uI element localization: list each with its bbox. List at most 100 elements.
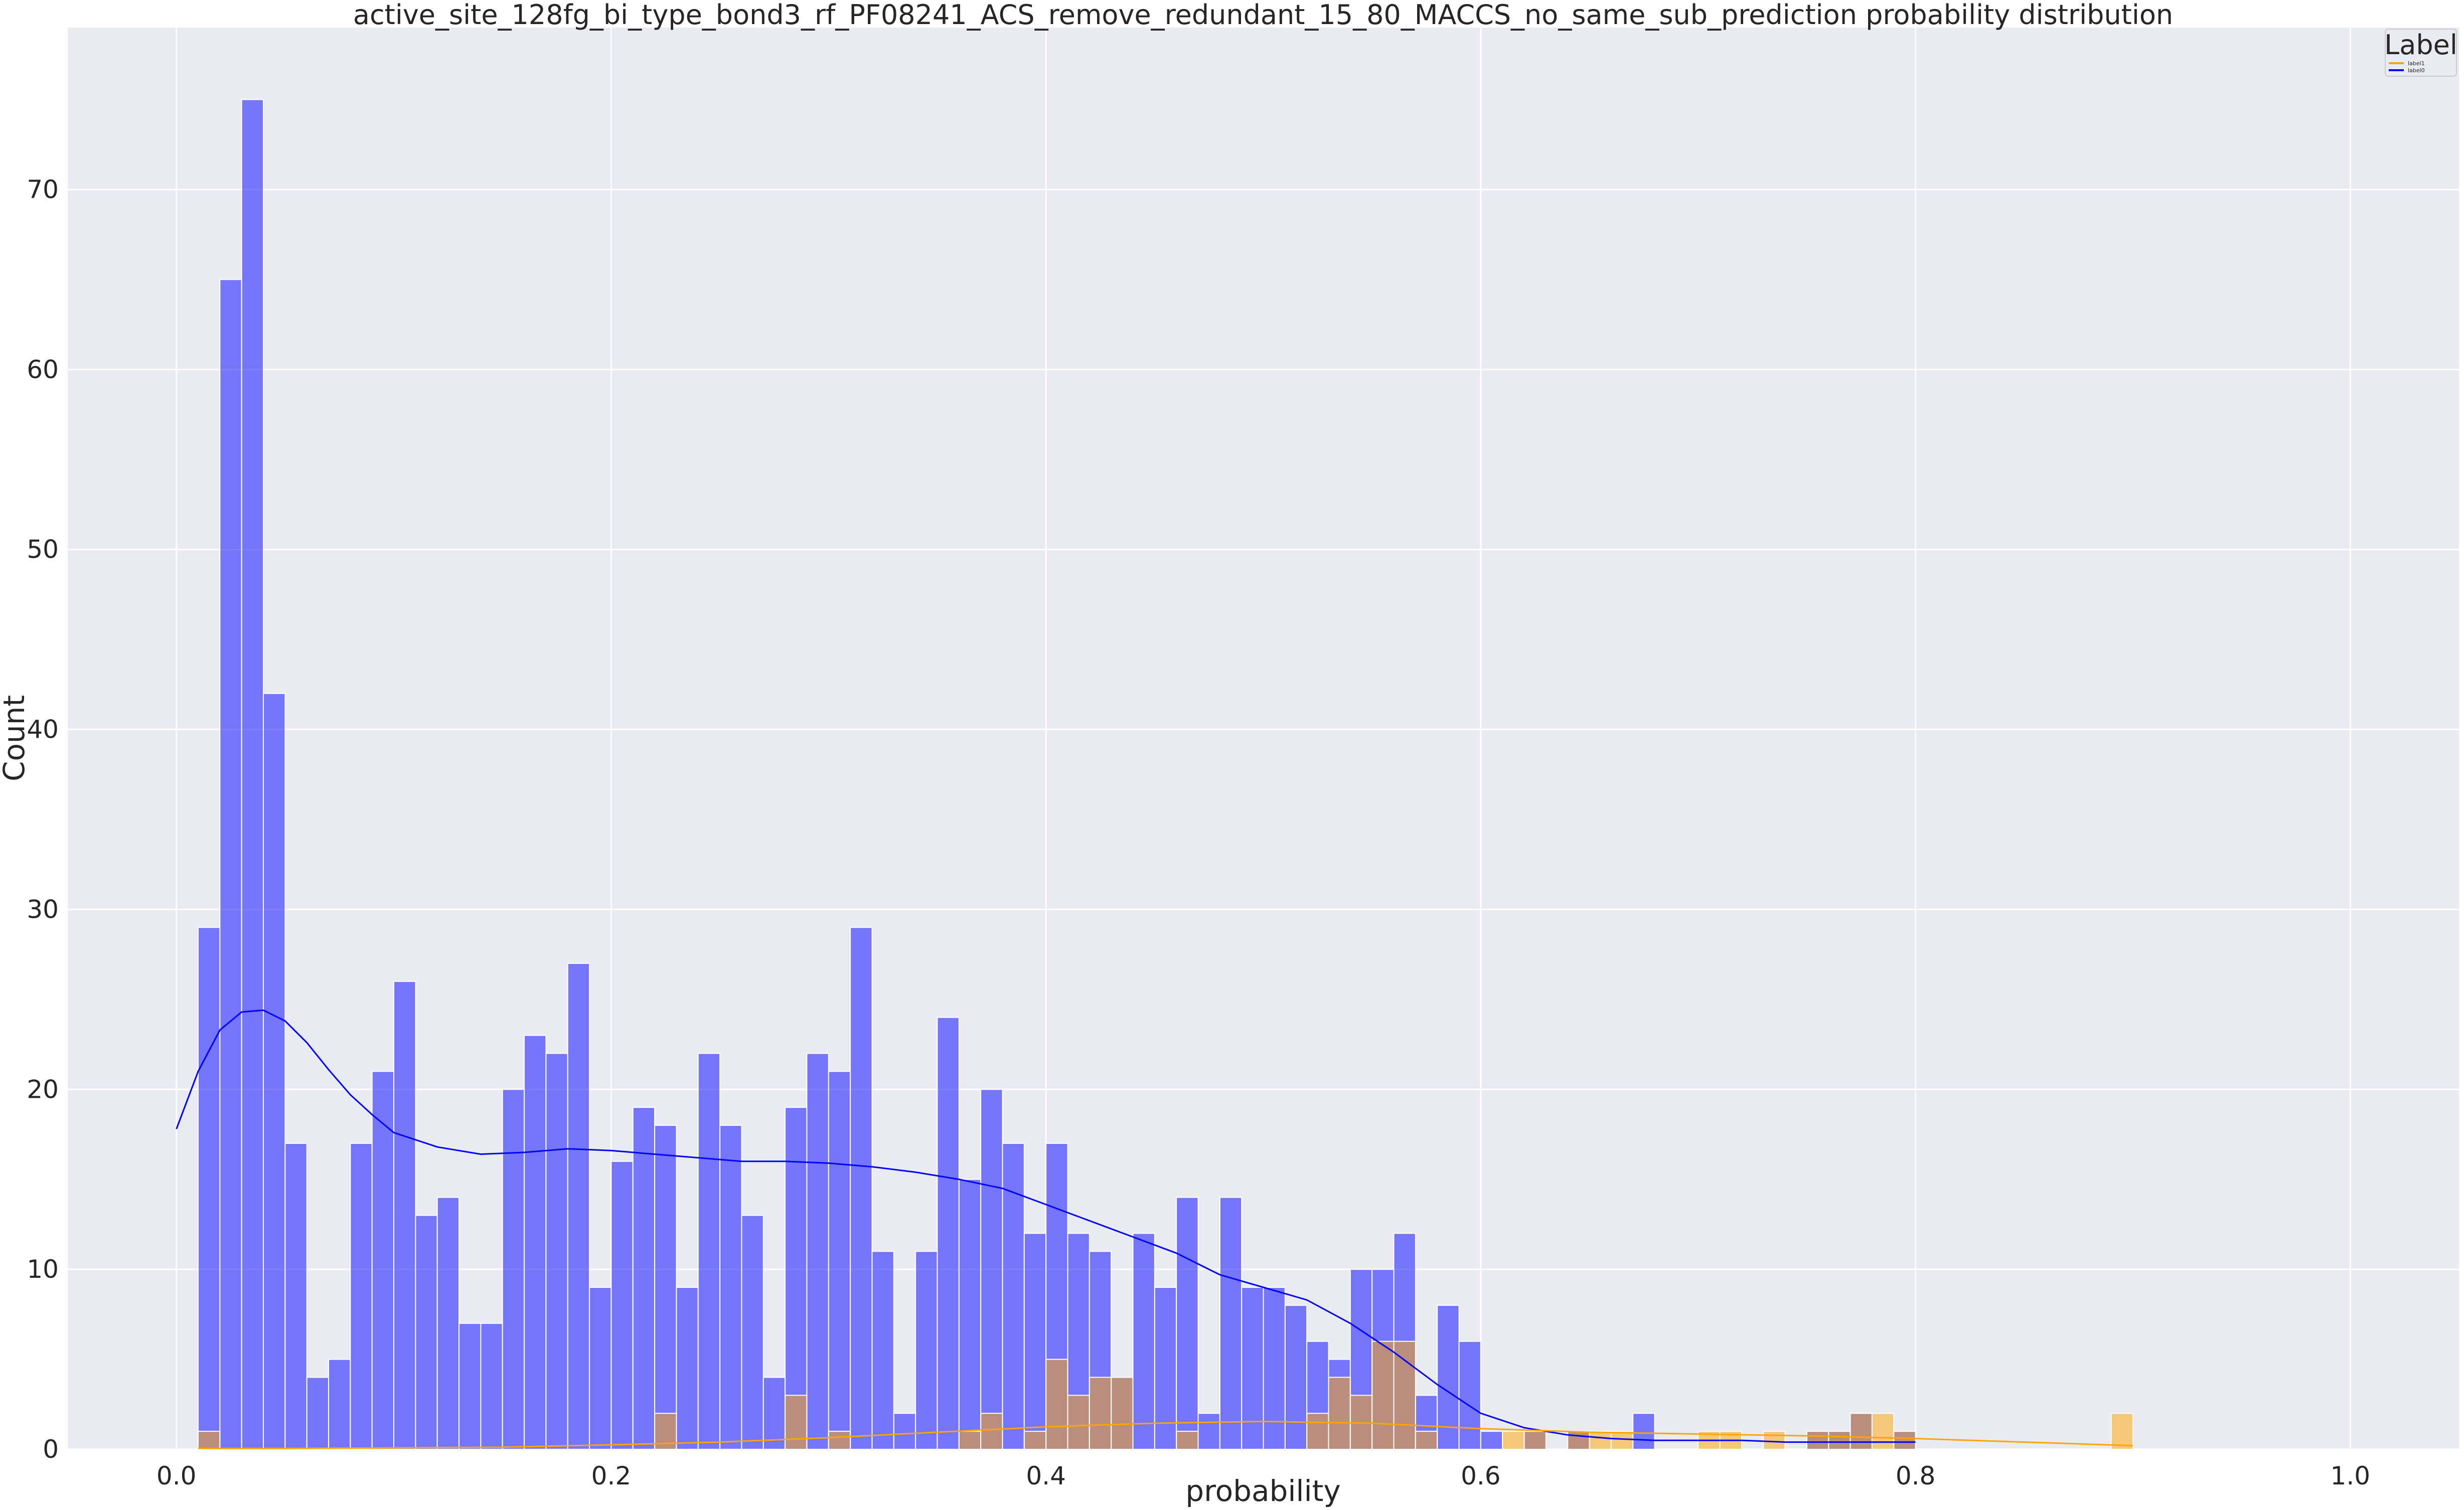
bar-label0 bbox=[828, 1071, 851, 1450]
bar-label1 bbox=[1023, 1431, 1047, 1450]
bar-label0 bbox=[1437, 1304, 1460, 1450]
bar-label0 bbox=[393, 980, 416, 1450]
bar-label1 bbox=[1393, 1340, 1416, 1450]
bar-label0 bbox=[1132, 1233, 1155, 1450]
histogram-bars bbox=[198, 99, 2133, 1450]
bar-label1 bbox=[1610, 1431, 1634, 1450]
legend: Label label1 label0 bbox=[2384, 29, 2457, 77]
bar-label1 bbox=[2110, 1413, 2133, 1450]
bar-label0 bbox=[284, 1142, 307, 1450]
bar-label0 bbox=[741, 1215, 764, 1450]
bar-label0 bbox=[915, 1251, 938, 1450]
bar-label0 bbox=[1219, 1197, 1243, 1450]
y-tick-label: 50 bbox=[27, 535, 59, 564]
bar-label0 bbox=[589, 1287, 612, 1450]
bar-label1 bbox=[980, 1413, 1003, 1450]
bar-label0 bbox=[1284, 1304, 1308, 1450]
bar-label0 bbox=[480, 1322, 503, 1450]
plot-background bbox=[68, 28, 2459, 1449]
legend-entry-label0: label0 bbox=[2408, 67, 2425, 74]
bar-label1 bbox=[958, 1431, 982, 1450]
bar-label1 bbox=[1589, 1431, 1612, 1450]
bar-label0 bbox=[328, 1359, 351, 1450]
y-tick-label: 70 bbox=[27, 175, 59, 204]
bar-label0 bbox=[219, 279, 242, 1450]
bar-label0 bbox=[436, 1197, 460, 1450]
bar-label0 bbox=[263, 693, 286, 1450]
x-tick-label: 0.0 bbox=[157, 1461, 197, 1490]
y-axis-label: Count bbox=[0, 695, 31, 781]
bar-label0 bbox=[697, 1053, 721, 1450]
bar-label0 bbox=[893, 1413, 916, 1450]
bar-label0 bbox=[762, 1377, 786, 1450]
bar-label0 bbox=[654, 1125, 677, 1450]
bar-label1 bbox=[1828, 1431, 1851, 1450]
bar-label0 bbox=[198, 927, 221, 1450]
bar-label1 bbox=[1328, 1377, 1351, 1450]
bar-label1 bbox=[1415, 1431, 1438, 1450]
bar-label0 bbox=[1263, 1287, 1286, 1450]
legend-title: Label bbox=[2384, 29, 2457, 61]
bar-label0 bbox=[676, 1287, 699, 1450]
x-tick-label: 0.2 bbox=[591, 1461, 632, 1490]
bar-label1 bbox=[1567, 1431, 1590, 1450]
x-tick-label: 1.0 bbox=[2331, 1461, 2371, 1490]
bar-label0 bbox=[567, 963, 590, 1450]
y-tick-label: 10 bbox=[27, 1255, 59, 1284]
bar-label1 bbox=[1871, 1413, 1895, 1450]
bar-label0 bbox=[871, 1251, 894, 1450]
bar-label0 bbox=[980, 1089, 1003, 1450]
bar-label1 bbox=[1502, 1431, 1525, 1450]
bar-label0 bbox=[545, 1053, 568, 1450]
bar-label1 bbox=[1523, 1431, 1547, 1450]
bar-label0 bbox=[306, 1377, 330, 1450]
bar-label1 bbox=[1306, 1413, 1329, 1450]
bar-label1 bbox=[828, 1431, 851, 1450]
y-tick-label: 40 bbox=[27, 715, 59, 744]
bar-label1 bbox=[1806, 1431, 1829, 1450]
x-tick-label: 0.8 bbox=[1896, 1461, 1936, 1490]
bar-label0 bbox=[1458, 1340, 1481, 1450]
bar-label0 bbox=[1154, 1287, 1177, 1450]
bar-label0 bbox=[1176, 1197, 1199, 1450]
bar-label0 bbox=[719, 1125, 742, 1450]
bar-label1 bbox=[1176, 1431, 1199, 1450]
bar-label0 bbox=[371, 1071, 395, 1450]
bar-label0 bbox=[241, 99, 264, 1450]
bar-label0 bbox=[1480, 1431, 1503, 1450]
bar-label1 bbox=[1893, 1431, 1916, 1450]
x-tick-label: 0.6 bbox=[1461, 1461, 1501, 1490]
bar-label0 bbox=[1023, 1233, 1047, 1450]
bar-label1 bbox=[1371, 1340, 1395, 1450]
bar-label0 bbox=[632, 1107, 656, 1450]
kde-line-label0 bbox=[176, 1009, 1916, 1443]
bar-label1 bbox=[1763, 1431, 1786, 1450]
bar-label0 bbox=[1197, 1413, 1220, 1450]
legend-entry-label1: label1 bbox=[2408, 60, 2425, 67]
bar-label0 bbox=[524, 1035, 547, 1450]
bar-label1 bbox=[1111, 1377, 1134, 1450]
tick-labels: 0.0 0.2 0.4 0.6 0.8 1.0 0 10 20 30 40 50 60 70 bbox=[27, 175, 2370, 1490]
bar-label1 bbox=[1850, 1413, 1873, 1450]
bar-label0 bbox=[1632, 1413, 1655, 1450]
bar-label0 bbox=[958, 1179, 982, 1450]
bar-label0 bbox=[1241, 1287, 1264, 1450]
bar-label1 bbox=[785, 1395, 808, 1450]
bar-label1 bbox=[1067, 1395, 1090, 1450]
bar-label1 bbox=[198, 1431, 221, 1450]
y-tick-label: 0 bbox=[43, 1435, 59, 1464]
bar-label0 bbox=[502, 1089, 525, 1450]
y-tick-label: 20 bbox=[27, 1075, 59, 1104]
bar-label0 bbox=[415, 1215, 438, 1450]
bar-label1 bbox=[1045, 1359, 1068, 1450]
grid bbox=[68, 28, 2459, 1450]
x-tick-label: 0.4 bbox=[1026, 1461, 1066, 1490]
bar-label0 bbox=[458, 1322, 482, 1450]
bar-label0 bbox=[937, 1017, 960, 1450]
bar-label0 bbox=[806, 1053, 829, 1450]
legend-box bbox=[2385, 29, 2457, 77]
bar-label1 bbox=[1089, 1377, 1112, 1450]
x-axis-label: probability bbox=[1185, 1474, 1340, 1508]
bar-label0 bbox=[350, 1142, 373, 1450]
